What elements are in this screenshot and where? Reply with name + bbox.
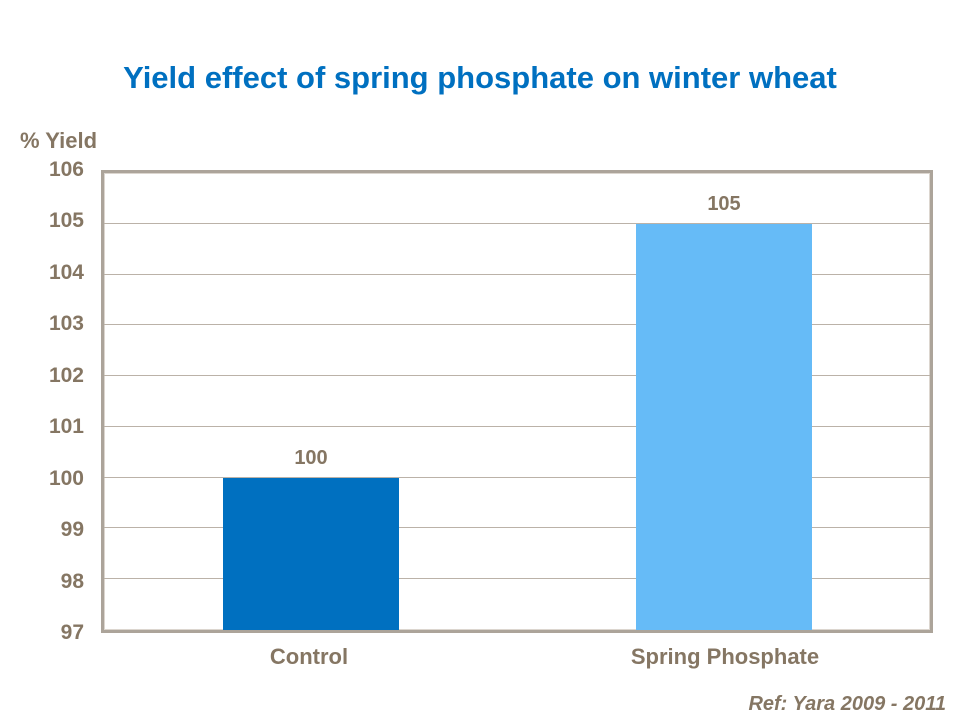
y-tick-label: 106: [48, 158, 84, 181]
gridline: [104, 375, 930, 377]
bar-spring-phosphate: [636, 224, 812, 630]
y-axis-title: % Yield: [20, 128, 98, 153]
gridline: [104, 578, 930, 580]
chart-title: Yield effect of spring phosphate on wint…: [123, 60, 837, 95]
gridline: [104, 425, 930, 427]
y-tick-label: 97: [60, 621, 84, 644]
y-tick-label: 100: [48, 466, 84, 490]
bar-value-label: 105: [707, 193, 741, 215]
y-axis-ticks: 97 98 99 100 101 102 103 104 105 106: [0, 158, 84, 644]
bar-control: [223, 478, 399, 630]
y-tick-label: 99: [60, 518, 84, 542]
y-tick-label: 101: [48, 415, 84, 439]
gridline: [104, 222, 930, 224]
gridline: [104, 476, 930, 478]
y-tick-label: 102: [48, 363, 84, 387]
plot-area: 100 105: [101, 170, 933, 633]
y-tick-label: 104: [48, 260, 84, 284]
bar-value-label: 100: [294, 447, 328, 469]
gridline: [104, 273, 930, 275]
y-tick-label: 98: [60, 569, 84, 593]
gridline: [104, 527, 930, 529]
category-label-spring-phosphate: Spring Phosphate: [630, 644, 820, 669]
y-tick-label: 103: [48, 312, 84, 336]
y-tick-label: 105: [48, 209, 84, 233]
category-label-control: Control: [269, 644, 349, 669]
x-axis-labels: Control Spring Phosphate: [101, 644, 933, 676]
gridline: [104, 324, 930, 326]
footer-reference: Ref: Yara 2009 - 2011: [748, 693, 946, 715]
